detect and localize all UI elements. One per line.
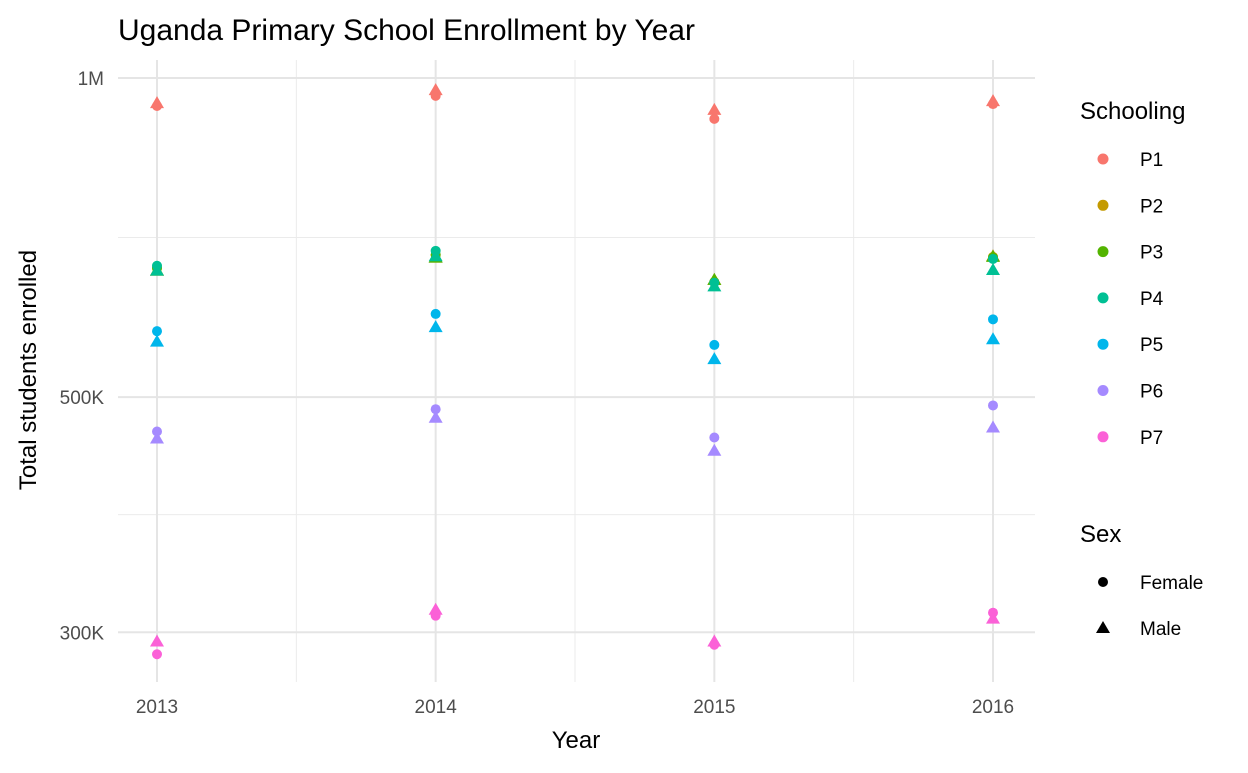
legend-title-schooling: Schooling	[1080, 98, 1185, 125]
x-tick-label: 2013	[136, 697, 178, 718]
data-point-p5-female	[430, 308, 441, 319]
legend-key-p6	[1097, 385, 1109, 396]
legend-key-p5	[1097, 338, 1109, 350]
x-tick-label: 2014	[415, 697, 458, 718]
legend-label: P4	[1140, 289, 1164, 310]
legend-title-sex: Sex	[1080, 521, 1121, 548]
data-point-p4-male	[150, 263, 164, 276]
data-point-p5-female	[709, 339, 720, 350]
data-point-p4-male	[428, 249, 443, 262]
legend-key-p1	[1097, 153, 1109, 165]
legend-key-p3	[1097, 246, 1109, 258]
y-tick-label: 500K	[60, 388, 105, 409]
data-point-p6-male	[150, 431, 164, 444]
data-point-p5-female	[988, 314, 998, 325]
data-point-p5-male	[428, 320, 443, 333]
x-tick-label: 2016	[972, 697, 1014, 718]
data-point-p6-female	[709, 432, 720, 443]
chart-title: Uganda Primary School Enrollment by Year	[118, 14, 695, 47]
data-point-p6-male	[428, 410, 443, 423]
data-point-p4-male	[707, 279, 722, 292]
x-axis-label: Year	[552, 727, 601, 754]
data-point-p1-male	[707, 102, 722, 115]
data-point-p7-male	[150, 634, 164, 647]
legend-key-p2	[1097, 199, 1109, 211]
data-point-p5-female	[152, 326, 162, 337]
data-point-p5-male	[707, 352, 722, 365]
data-point-p1-female	[709, 113, 720, 124]
y-tick-label: 300K	[60, 623, 105, 644]
data-point-p6-male	[707, 443, 722, 456]
data-point-p6-female	[988, 400, 998, 411]
data-point-p6-male	[986, 420, 1000, 433]
data-point-p5-male	[150, 334, 164, 347]
legend-key-p7	[1097, 431, 1109, 443]
legend-label: Male	[1140, 619, 1181, 640]
data-point-p4-female	[988, 253, 998, 264]
data-point-p7-male	[986, 611, 1000, 624]
legend-label: P5	[1140, 335, 1163, 356]
x-tick-label: 2015	[693, 697, 735, 718]
data-point-p1-male	[986, 94, 1000, 107]
data-point-p5-male	[986, 332, 1000, 345]
y-axis-label: Total students enrolled	[15, 250, 42, 490]
data-point-p1-male	[150, 96, 164, 109]
data-point-p6-female	[430, 404, 441, 415]
legend-key-male	[1096, 621, 1110, 633]
legend-key-female	[1098, 577, 1108, 587]
legend-label: P3	[1140, 243, 1163, 264]
data-point-p4-male	[986, 262, 1000, 275]
data-point-p7-female	[152, 649, 162, 660]
data-point-p7-male	[428, 602, 443, 615]
legend-label: P6	[1140, 382, 1163, 403]
legend-key-p4	[1097, 292, 1109, 304]
legend-label: P7	[1140, 428, 1163, 449]
legend-label: P2	[1140, 196, 1163, 217]
legend-label: Female	[1140, 573, 1203, 594]
data-point-p7-male	[707, 634, 722, 647]
y-tick-label: 1M	[78, 69, 104, 90]
data-point-p1-male	[428, 83, 443, 96]
legend-label: P1	[1140, 150, 1163, 171]
